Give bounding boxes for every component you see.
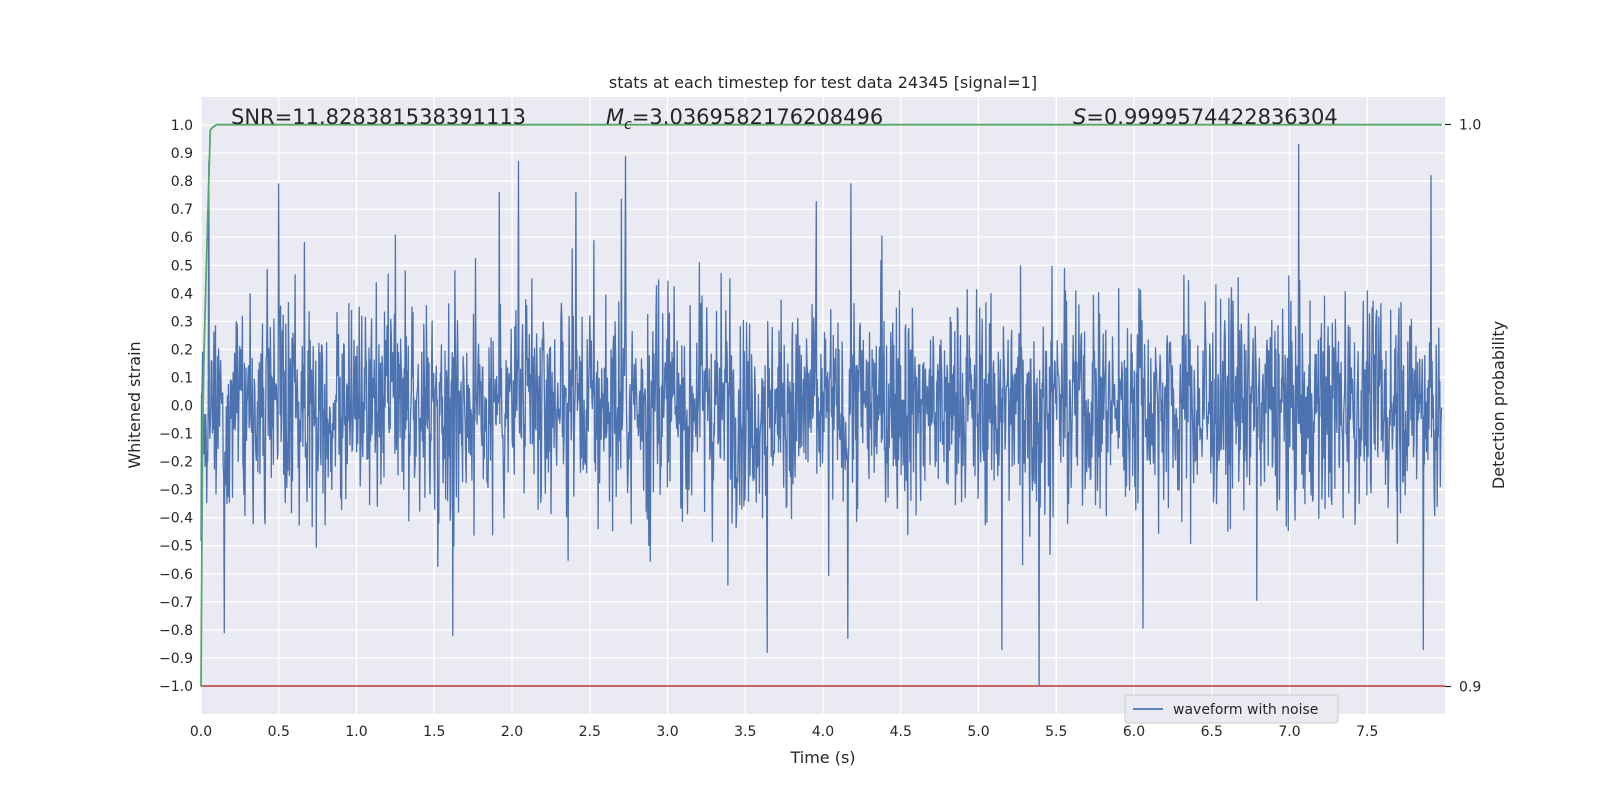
- series-waveform-with-noise: [200, 144, 1443, 687]
- y-tick-label: −0.6: [159, 567, 193, 583]
- y-tick-label: 0.2: [171, 342, 193, 358]
- x-tick-label: 2.5: [579, 724, 601, 740]
- chirp-mass-value: =3.0369582176208496: [632, 105, 883, 129]
- legend: waveform with noise: [1124, 694, 1339, 724]
- y-right-tick-label: 0.9: [1459, 680, 1481, 696]
- x-tick-label: 7.5: [1356, 724, 1378, 740]
- y-right-tick-labels: 1.0 0.9: [1445, 118, 1481, 696]
- legend-label-waveform: waveform with noise: [1173, 702, 1318, 718]
- x-tick-label: 6.5: [1201, 724, 1223, 740]
- y-tick-label: −0.3: [159, 483, 193, 499]
- y-tick-label: 1.0: [171, 118, 193, 134]
- y-right-axis-label: Detection probability: [1489, 321, 1508, 489]
- waveform-line: [200, 144, 1443, 687]
- snr-annotation: SNR=11.828381538391113: [231, 105, 526, 129]
- y-tick-label: −0.7: [159, 595, 193, 611]
- y-tick-label: 0.0: [171, 399, 193, 415]
- x-tick-label: 0.0: [190, 724, 212, 740]
- chirp-mass-symbol: M: [606, 105, 624, 129]
- y-tick-label: −0.2: [159, 455, 193, 471]
- y-tick-label: 0.1: [171, 370, 193, 386]
- y-tick-label: −0.8: [159, 623, 193, 639]
- chirp-mass-subscript: c: [624, 117, 632, 133]
- x-tick-label: 5.0: [967, 724, 989, 740]
- x-tick-label: 2.0: [501, 724, 523, 740]
- y-tick-label: 0.6: [171, 230, 193, 246]
- legend-box: [1124, 694, 1339, 724]
- x-tick-label: 0.5: [268, 724, 290, 740]
- x-axis-label: Time (s): [789, 748, 855, 767]
- y-tick-label: 0.5: [171, 258, 193, 274]
- y-tick-label: −0.5: [159, 539, 193, 555]
- y-tick-label: 0.8: [171, 174, 193, 190]
- x-tick-label: 6.0: [1123, 724, 1145, 740]
- chart-title: stats at each timestep for test data 243…: [609, 73, 1037, 92]
- series-lines: [200, 123, 1445, 687]
- score-annotation: S=0.9999574422836304: [1073, 105, 1338, 129]
- y-tick-labels: 1.0 0.9 0.8 0.7 0.6 0.5 0.4 0.3 0.2 0.1 0.0 −0.1 −0.…: [159, 118, 193, 695]
- y-tick-label: −1.0: [159, 679, 193, 695]
- x-tick-label: 3.5: [734, 724, 756, 740]
- y-axis-label: Whitened strain: [125, 341, 144, 468]
- y-tick-label: −0.1: [159, 427, 193, 443]
- y-tick-label: −0.4: [159, 511, 193, 527]
- x-tick-label: 7.0: [1278, 724, 1300, 740]
- y-tick-label: 0.9: [171, 146, 193, 162]
- x-tick-label: 3.0: [656, 724, 678, 740]
- x-tick-label: 5.5: [1045, 724, 1067, 740]
- y-tick-label: 0.3: [171, 314, 193, 330]
- x-tick-label: 1.5: [423, 724, 445, 740]
- score-symbol: S: [1073, 105, 1086, 129]
- y-tick-label: 0.7: [171, 202, 193, 218]
- detection-probability-line: [200, 123, 1442, 687]
- score-value: =0.9999574422836304: [1086, 105, 1337, 129]
- x-tick-label: 4.5: [890, 724, 912, 740]
- x-tick-labels: 0.0 0.5 1.0 1.5 2.0 2.5 3.0 3.5 4.0 4.5 5.0 5.5 6.0 6…: [190, 724, 1379, 740]
- chirp-mass-annotation: Mc=3.0369582176208496: [606, 105, 883, 133]
- y-tick-label: −0.9: [159, 651, 193, 667]
- x-tick-label: 4.0: [812, 724, 834, 740]
- x-tick-label: 1.0: [345, 724, 367, 740]
- y-right-tick-label: 1.0: [1459, 118, 1481, 134]
- y-tick-label: 0.4: [171, 286, 193, 302]
